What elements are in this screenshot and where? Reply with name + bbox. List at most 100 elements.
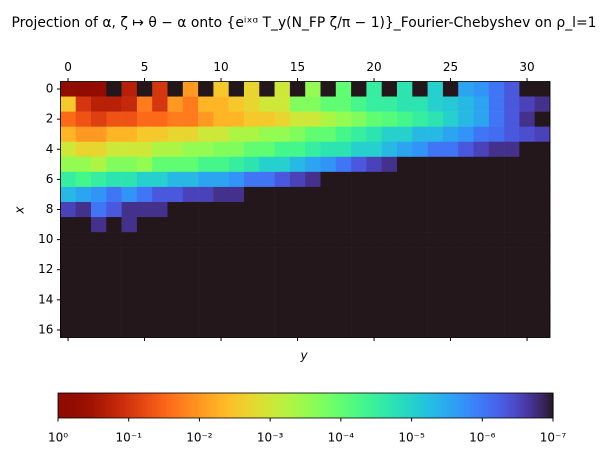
colorbar-segment [362,393,366,418]
heat-cell [519,232,535,248]
heat-cell [75,232,92,248]
heat-cell [198,141,214,158]
heat-cell [397,307,413,323]
heat-cell [366,186,382,203]
heat-cell [274,322,291,338]
colorbar-segment [342,393,346,418]
colorbar-segment [92,393,96,418]
heat-cell [442,201,459,218]
heat-cell [136,307,153,323]
heat-cell [167,322,184,338]
colorbar-segment [211,393,215,418]
y-tick-label: 2 [46,112,54,126]
x-tick-label: 0 [64,60,72,74]
heat-cell [198,262,214,278]
heat-cell [106,307,122,323]
heat-cell [152,171,168,188]
heat-cell [519,141,535,158]
x-axis-label: y [299,349,308,363]
heat-cell [198,292,214,308]
heat-cell [274,81,291,97]
heat-cell [60,186,76,203]
heat-cell [351,81,367,97]
heat-cell [534,171,551,188]
colorbar-segment [134,393,138,418]
colorbar-segment [109,393,114,418]
colorbar-segment [107,393,111,418]
heat-cell [274,262,291,278]
y-tick-label: 6 [46,172,54,186]
heat-cell [198,81,214,97]
heat-cell [458,171,474,188]
heat-cell [305,81,321,97]
heat-cell [75,322,92,338]
heat-cell [504,292,520,308]
colorbar-segment [441,393,445,418]
colorbar-segment [340,393,344,418]
heat-cell [91,171,107,188]
colorbar-segment [268,393,272,418]
heat-cell [259,307,275,323]
heat-cell [182,277,199,293]
heat-cell [259,277,275,293]
heat-cell [534,277,551,293]
colorbar-segment [414,393,418,418]
colorbar-segment [191,393,195,418]
x-tick-label: 25 [443,60,458,74]
heat-cell [182,292,199,308]
y-tick-label: 10 [38,232,53,246]
colorbar-segment [513,393,517,418]
heat-cell [320,171,337,188]
colorbar-segment [223,393,227,418]
x-tick-label: 15 [290,60,305,74]
heat-cell [213,201,229,218]
heat-cell [366,217,382,233]
colorbar-segment [498,393,502,418]
heat-cell [320,141,337,158]
heat-cell [259,96,275,112]
heat-cell [397,111,413,127]
heat-cell [213,171,229,188]
colorbar-segment [367,393,371,418]
heat-cell [412,156,428,173]
heat-cell [152,307,168,323]
colorbar-segment [233,393,237,418]
heat-cell [427,277,444,293]
heat-cell [228,141,245,158]
heat-cell [397,292,413,308]
heat-cell [488,232,505,248]
heat-cell [106,156,122,173]
heat-cell [244,156,260,173]
heat-cell [167,201,184,218]
heat-cell [473,232,490,248]
colorbar-segment [303,393,307,418]
heat-cell [519,186,535,203]
heat-cell [75,217,92,233]
heat-cell [412,277,428,293]
heat-cell [488,141,505,158]
colorbar-segment [347,393,351,418]
colorbar-segment [496,393,500,418]
colorbar-segment [290,393,294,418]
heat-cell [60,81,76,97]
heat-cell [75,156,92,173]
colorbar-segment [538,393,542,418]
heat-cell [91,307,107,323]
colorbar-segment [449,393,453,418]
heat-cell [198,186,214,203]
heat-cell [182,307,199,323]
colorbar-segment [95,393,99,418]
heat-cell [106,232,122,248]
heat-cell [136,141,153,158]
heat-cell [534,201,551,218]
heat-cell [519,111,535,127]
heat-cell [244,232,260,248]
colorbar-segment [149,393,153,418]
heat-cell [366,247,382,263]
heat-cell [274,292,291,308]
heat-cell [228,247,245,263]
heat-cell [152,292,168,308]
heat-cell [442,247,459,263]
colorbar-segment [476,393,480,418]
heat-cell [519,262,535,278]
